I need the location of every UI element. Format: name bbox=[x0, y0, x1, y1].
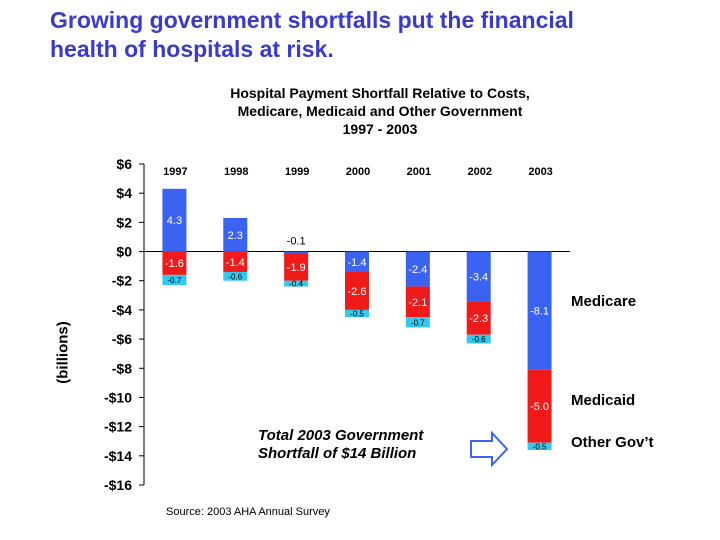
annotation-line-2: Shortfall of $14 Billion bbox=[258, 445, 417, 462]
bar-segment-other-gov-t bbox=[405, 317, 430, 328]
bar-segment-medicare bbox=[405, 251, 430, 287]
y-tick-label: -$6 bbox=[112, 331, 132, 347]
x-category-label: 2000 bbox=[346, 166, 370, 178]
bar-segment-medicaid bbox=[345, 271, 369, 310]
data-label: -0.7 bbox=[411, 318, 425, 327]
data-label: -2.4 bbox=[408, 264, 427, 276]
data-label: -1.4 bbox=[226, 257, 245, 269]
y-tick-label: $2 bbox=[116, 214, 132, 230]
x-category-label: 1997 bbox=[163, 166, 187, 178]
bar-segment-medicaid bbox=[284, 253, 309, 281]
y-tick-label: $4 bbox=[116, 185, 132, 201]
slide-title: Growing government shortfalls put the fi… bbox=[50, 6, 690, 64]
bar-segment-other-gov-t bbox=[527, 442, 552, 450]
slide-title-line-2: health of hospitals at risk. bbox=[50, 36, 334, 62]
bar-segment-medicaid bbox=[466, 301, 491, 335]
x-category-label: 1998 bbox=[224, 166, 248, 178]
data-label: -2.3 bbox=[469, 313, 488, 325]
data-label: -2.6 bbox=[348, 286, 367, 298]
y-tick-label: -$2 bbox=[112, 273, 132, 289]
data-label: 4.3 bbox=[167, 215, 182, 227]
annotation-arrow bbox=[470, 430, 509, 468]
data-label: -0.6 bbox=[472, 335, 486, 344]
chart-title-line-2: Medicare, Medicaid and Other Government bbox=[237, 103, 523, 119]
bar-segment-medicaid bbox=[162, 251, 187, 275]
bar-segment-other-gov-t bbox=[223, 271, 248, 281]
chart-title-line-1: Hospital Payment Shortfall Relative to C… bbox=[230, 85, 530, 101]
bar-segment-medicare bbox=[345, 251, 369, 272]
y-tick-label: -$8 bbox=[112, 360, 132, 376]
y-tick-label: -$12 bbox=[104, 419, 132, 435]
y-axis-label: (billions) bbox=[54, 321, 72, 384]
bar-segment-medicare bbox=[527, 251, 552, 370]
bar-segment-medicare bbox=[162, 188, 187, 252]
bar-segment-other-gov-t bbox=[162, 274, 187, 286]
x-category-label: 2003 bbox=[528, 166, 552, 178]
bar-segment-medicare bbox=[284, 251, 309, 254]
bar-segment-medicaid bbox=[405, 286, 430, 318]
y-tick-label: -$4 bbox=[112, 302, 132, 318]
bar-segment-medicare bbox=[466, 251, 491, 302]
data-label: -0.4 bbox=[289, 280, 303, 289]
bar-segment-medicare bbox=[223, 217, 248, 252]
x-category-label: 1999 bbox=[285, 166, 309, 178]
bar-segment-medicaid bbox=[223, 251, 248, 272]
annotation-line-1: Total 2003 Government bbox=[258, 427, 424, 444]
data-label: 2.3 bbox=[228, 230, 243, 242]
data-label: -2.1 bbox=[408, 297, 427, 309]
data-label: -0.5 bbox=[350, 310, 364, 319]
y-tick-label: -$14 bbox=[104, 448, 132, 464]
bar-segment-medicaid bbox=[527, 369, 552, 443]
data-label: -0.7 bbox=[168, 276, 182, 285]
chart-title: Hospital Payment Shortfall Relative to C… bbox=[190, 84, 570, 138]
y-tick-label: $0 bbox=[116, 244, 132, 260]
y-tick-label: $6 bbox=[116, 156, 132, 172]
source-note: Source: 2003 AHA Annual Survey bbox=[166, 506, 330, 518]
data-label: -1.4 bbox=[348, 257, 367, 269]
legend-medicaid: Medicaid bbox=[571, 392, 636, 409]
x-category-label: 2001 bbox=[407, 166, 431, 178]
legend-other-govt: Other Gov’t bbox=[571, 434, 654, 451]
bar-segment-other-gov-t bbox=[345, 309, 369, 318]
bar-segment-other-gov-t bbox=[466, 334, 491, 344]
data-label: -5.0 bbox=[530, 401, 549, 413]
data-label: -0.1 bbox=[287, 236, 306, 248]
bar-segment-other-gov-t bbox=[284, 280, 309, 287]
y-tick-label: -$16 bbox=[104, 477, 132, 493]
y-axis-label-wrap: (billions) bbox=[48, 300, 78, 410]
slide-title-line-1: Growing government shortfalls put the fi… bbox=[50, 7, 574, 33]
total-shortfall-annotation: Total 2003 Government Shortfall of $14 B… bbox=[258, 427, 468, 463]
y-tick-label: -$10 bbox=[104, 389, 132, 405]
x-category-label: 2002 bbox=[467, 166, 491, 178]
data-label: -0.6 bbox=[228, 272, 242, 281]
data-label: -1.9 bbox=[287, 262, 306, 274]
legend-medicare: Medicare bbox=[571, 293, 637, 310]
data-label: -8.1 bbox=[530, 306, 549, 318]
chart-title-line-3: 1997 - 2003 bbox=[342, 121, 418, 137]
data-label: -0.5 bbox=[533, 442, 547, 451]
data-label: -1.6 bbox=[165, 258, 184, 270]
data-label: -3.4 bbox=[469, 271, 488, 283]
